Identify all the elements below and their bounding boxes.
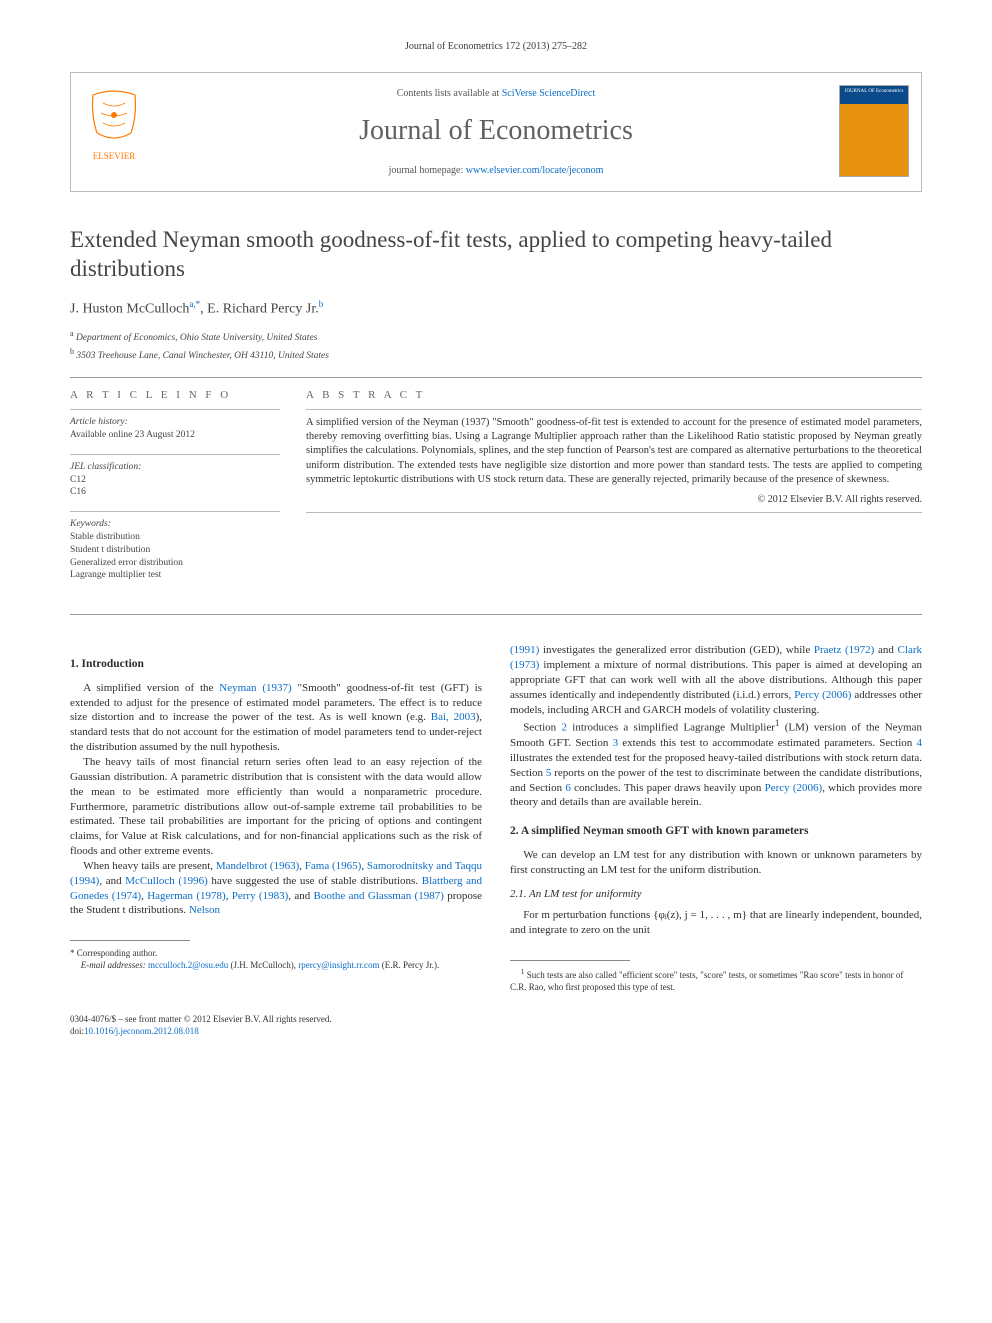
- article-title: Extended Neyman smooth goodness-of-fit t…: [70, 226, 922, 284]
- cover-header-text: JOURNAL OF Econometrics: [840, 86, 908, 104]
- contents-prefix: Contents lists available at: [397, 88, 502, 99]
- homepage-prefix: journal homepage:: [389, 165, 466, 176]
- email-footnote: E-mail addresses: mcculloch.2@osu.edu (J…: [70, 959, 482, 971]
- footnote-separator: [70, 940, 190, 941]
- doi-label: doi:: [70, 1026, 84, 1036]
- body-paragraph: We can develop an LM test for any distri…: [510, 848, 922, 878]
- thin-rule: [306, 512, 922, 513]
- section-2-1-heading: 2.1. An LM test for uniformity: [510, 887, 922, 902]
- section-link[interactable]: 4: [916, 737, 922, 749]
- elsevier-logo: ELSEVIER: [83, 85, 145, 163]
- citation-link[interactable]: Mandelbrot (1963): [216, 860, 299, 872]
- keywords-block: Keywords: Stable distribution Student t …: [70, 518, 280, 582]
- thin-rule: [306, 409, 922, 410]
- thin-rule: [70, 454, 280, 455]
- doi-link[interactable]: 10.1016/j.jeconom.2012.08.018: [84, 1026, 199, 1036]
- author-2-name: , E. Richard Percy Jr.: [200, 301, 319, 316]
- text-run: and: [874, 644, 897, 656]
- body-paragraph: The heavy tails of most financial return…: [70, 755, 482, 859]
- article-history-block: Article history: Available online 23 Aug…: [70, 416, 280, 442]
- email-label: E-mail addresses:: [81, 960, 146, 970]
- citation-link[interactable]: Perry (1983): [232, 890, 288, 902]
- journal-title: Journal of Econometrics: [181, 112, 811, 150]
- sciencedirect-link[interactable]: SciVerse ScienceDirect: [502, 88, 596, 99]
- text-run: (E.R. Percy Jr.).: [380, 960, 440, 970]
- body-column-right: (1991) investigates the generalized erro…: [510, 643, 922, 993]
- citation-link[interactable]: Percy (2006): [794, 689, 851, 701]
- citation-link[interactable]: Boothe and Glassman (1987): [314, 890, 444, 902]
- text-run: have suggested the use of stable distrib…: [208, 875, 422, 887]
- thin-rule: [70, 511, 280, 512]
- body-paragraph: Section 2 introduces a simplified Lagran…: [510, 717, 922, 810]
- footnote-1: 1 Such tests are also called "efficient …: [510, 967, 922, 993]
- abstract-text: A simplified version of the Neyman (1937…: [306, 416, 922, 487]
- contents-lists-line: Contents lists available at SciVerse Sci…: [181, 87, 811, 101]
- front-matter-line: 0304-4076/$ – see front matter © 2012 El…: [70, 1013, 922, 1037]
- abstract-label: A B S T R A C T: [306, 388, 922, 403]
- history-line: Available online 23 August 2012: [70, 429, 280, 442]
- text-run: (J.H. McCulloch),: [228, 960, 298, 970]
- text-run: , and: [288, 890, 313, 902]
- text-run: concludes. This paper draws heavily upon: [571, 782, 765, 794]
- affiliation-b: b 3503 Treehouse Lane, Canal Winchester,…: [70, 347, 922, 363]
- email-link[interactable]: mcculloch.2@osu.edu: [148, 960, 228, 970]
- body-paragraph: When heavy tails are present, Mandelbrot…: [70, 859, 482, 918]
- author-1-name: J. Huston McCulloch: [70, 301, 189, 316]
- citation-link[interactable]: Fama (1965): [305, 860, 362, 872]
- article-info-label: A R T I C L E I N F O: [70, 388, 280, 403]
- section-1-heading: 1. Introduction: [70, 657, 482, 673]
- text-run: , and: [99, 875, 125, 887]
- author-2-sup: b: [319, 299, 324, 309]
- citation-link[interactable]: (1991): [510, 644, 539, 656]
- citation-link[interactable]: Nelson: [189, 904, 220, 916]
- authors-line: J. Huston McCullocha,*, E. Richard Percy…: [70, 298, 922, 320]
- author-1-sup: a,*: [189, 299, 200, 309]
- body-column-left: 1. Introduction A simplified version of …: [70, 643, 482, 993]
- keyword: Student t distribution: [70, 544, 280, 557]
- jel-label: JEL classification:: [70, 461, 280, 474]
- journal-header-box: ELSEVIER Contents lists available at Sci…: [70, 72, 922, 193]
- journal-homepage-line: journal homepage: www.elsevier.com/locat…: [181, 164, 811, 178]
- citation-link[interactable]: Hagerman (1978): [147, 890, 225, 902]
- citation-link[interactable]: Percy (2006): [765, 782, 823, 794]
- keyword: Stable distribution: [70, 531, 280, 544]
- text-run: investigates the generalized error distr…: [539, 644, 814, 656]
- body-paragraph: (1991) investigates the generalized erro…: [510, 643, 922, 717]
- citation-link[interactable]: McCulloch (1996): [125, 875, 207, 887]
- thin-rule: [70, 409, 280, 410]
- header-citation: Journal of Econometrics 172 (2013) 275–2…: [70, 40, 922, 54]
- keyword: Generalized error distribution: [70, 557, 280, 570]
- body-paragraph: For m perturbation functions {φⱼ(z), j =…: [510, 908, 922, 938]
- issn-copyright-line: 0304-4076/$ – see front matter © 2012 El…: [70, 1013, 922, 1025]
- citation-link[interactable]: Neyman (1937): [219, 682, 291, 694]
- keyword: Lagrange multiplier test: [70, 569, 280, 582]
- journal-cover-thumbnail: JOURNAL OF Econometrics: [839, 85, 909, 177]
- footnote-separator: [510, 960, 630, 961]
- text-run: Section: [523, 722, 561, 734]
- text-run: When heavy tails are present,: [83, 860, 216, 872]
- text-run: introduces a simplified Lagrange Multipl…: [567, 722, 775, 734]
- jel-block: JEL classification: C12 C16: [70, 461, 280, 499]
- horizontal-rule: [70, 377, 922, 378]
- svg-text:ELSEVIER: ELSEVIER: [93, 151, 136, 161]
- keywords-label: Keywords:: [70, 518, 280, 531]
- email-link[interactable]: rpercy@insight.rr.com: [298, 960, 379, 970]
- section-2-heading: 2. A simplified Neyman smooth GFT with k…: [510, 824, 922, 840]
- affil-a-text: Department of Economics, Ohio State Univ…: [74, 334, 318, 344]
- citation-link[interactable]: Bai, 2003: [431, 711, 476, 723]
- history-label: Article history:: [70, 416, 280, 429]
- affil-b-text: 3503 Treehouse Lane, Canal Winchester, O…: [74, 351, 329, 361]
- text-run: A simplified version of the: [83, 682, 219, 694]
- citation-link[interactable]: Praetz (1972): [814, 644, 874, 656]
- body-paragraph: A simplified version of the Neyman (1937…: [70, 681, 482, 755]
- jel-code: C12: [70, 474, 280, 487]
- copyright-line: © 2012 Elsevier B.V. All rights reserved…: [306, 493, 922, 507]
- footnote-text: Such tests are also called "efficient sc…: [510, 970, 903, 992]
- horizontal-rule: [70, 614, 922, 615]
- text-run: extends this test to accommodate estimat…: [618, 737, 916, 749]
- affiliation-a: a Department of Economics, Ohio State Un…: [70, 329, 922, 345]
- journal-homepage-link[interactable]: www.elsevier.com/locate/jeconom: [466, 165, 604, 176]
- jel-code: C16: [70, 486, 280, 499]
- corresponding-author-footnote: * Corresponding author.: [70, 947, 482, 959]
